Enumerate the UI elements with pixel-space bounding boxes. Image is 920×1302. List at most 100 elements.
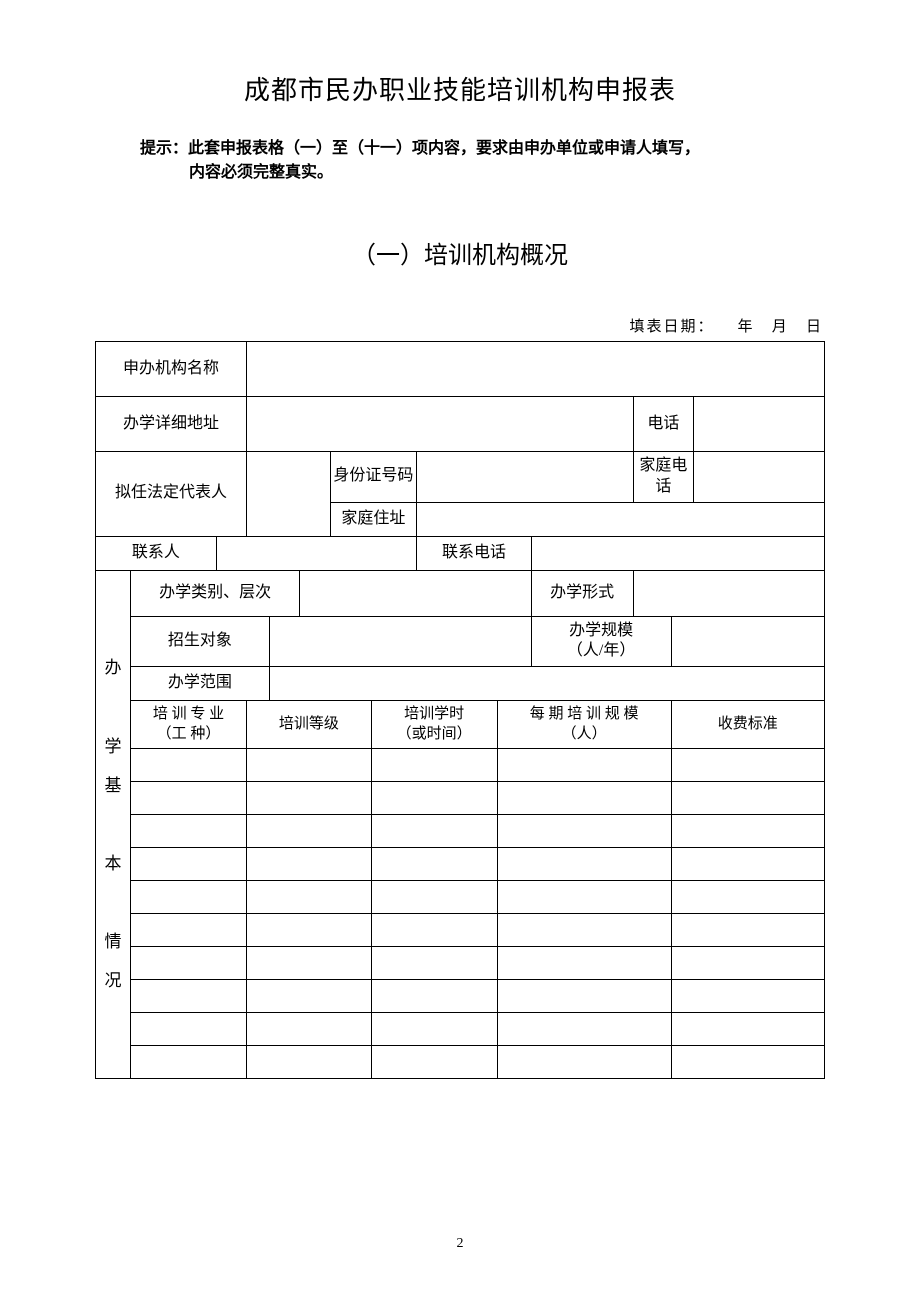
year-label: 年 [737, 319, 754, 335]
label-recruit-target: 招生对象 [130, 616, 269, 667]
cell-level[interactable] [247, 1013, 372, 1046]
field-contact-phone[interactable] [531, 536, 824, 570]
cell-scale[interactable] [497, 1013, 671, 1046]
label-training-scale: 每 期 培 训 规 模（人） [497, 701, 671, 749]
cell-level[interactable] [247, 947, 372, 980]
label-home-address: 家庭住址 [330, 502, 417, 536]
cell-level[interactable] [247, 848, 372, 881]
label-id-number: 身份证号码 [330, 452, 417, 503]
cell-fee[interactable] [671, 947, 825, 980]
cell-major[interactable] [130, 1013, 246, 1046]
table-row [96, 848, 825, 881]
cell-major[interactable] [130, 782, 246, 815]
cell-level[interactable] [247, 749, 372, 782]
cell-major[interactable] [130, 947, 246, 980]
table-row [96, 1046, 825, 1079]
cell-fee[interactable] [671, 749, 825, 782]
fill-date-label: 填表日期： [629, 319, 714, 335]
field-school-form[interactable] [633, 570, 824, 616]
label-legal-rep: 拟任法定代表人 [96, 452, 247, 537]
cell-major[interactable] [130, 914, 246, 947]
cell-hours[interactable] [371, 881, 497, 914]
field-home-phone[interactable] [694, 452, 825, 503]
cell-level[interactable] [247, 980, 372, 1013]
label-training-level: 培训等级 [247, 701, 372, 749]
cell-hours[interactable] [371, 1046, 497, 1079]
label-school-form: 办学形式 [531, 570, 633, 616]
cell-level[interactable] [247, 914, 372, 947]
cell-hours[interactable] [371, 914, 497, 947]
cell-scale[interactable] [497, 815, 671, 848]
hint-text: 提示：此套申报表格（一）至（十一）项内容，要求由申办单位或申请人填写， 内容必须… [95, 137, 825, 185]
table-row [96, 749, 825, 782]
field-recruit-target[interactable] [269, 616, 531, 667]
table-row [96, 1013, 825, 1046]
cell-level[interactable] [247, 782, 372, 815]
application-table: 申办机构名称 办学详细地址 电话 拟任法定代表人 身份证号码 家庭电话 家庭住址… [95, 341, 825, 1079]
section-title: （一）培训机构概况 [95, 235, 825, 270]
cell-hours[interactable] [371, 749, 497, 782]
label-contact-phone: 联系电话 [417, 536, 532, 570]
cell-fee[interactable] [671, 914, 825, 947]
label-contact-person: 联系人 [96, 536, 217, 570]
cell-hours[interactable] [371, 782, 497, 815]
field-legal-rep[interactable] [247, 452, 331, 537]
label-training-hours: 培训学时（或时间） [371, 701, 497, 749]
cell-hours[interactable] [371, 815, 497, 848]
cell-scale[interactable] [497, 1046, 671, 1079]
field-school-scale[interactable] [671, 616, 825, 667]
cell-hours[interactable] [371, 1013, 497, 1046]
cell-major[interactable] [130, 881, 246, 914]
cell-scale[interactable] [497, 749, 671, 782]
label-org-name: 申办机构名称 [96, 342, 247, 397]
cell-hours[interactable] [371, 848, 497, 881]
field-contact-person[interactable] [216, 536, 416, 570]
cell-level[interactable] [247, 1046, 372, 1079]
table-row [96, 980, 825, 1013]
label-phone: 电话 [633, 397, 694, 452]
label-school-scale: 办学规模（人/年） [531, 616, 671, 667]
label-home-phone: 家庭电话 [633, 452, 694, 503]
field-phone[interactable] [694, 397, 825, 452]
cell-fee[interactable] [671, 848, 825, 881]
label-basic-info: 办学基本情况 [96, 570, 131, 1079]
hint-line2: 内容必须完整真实。 [140, 161, 825, 185]
cell-fee[interactable] [671, 1046, 825, 1079]
cell-fee[interactable] [671, 1013, 825, 1046]
cell-scale[interactable] [497, 848, 671, 881]
cell-major[interactable] [130, 815, 246, 848]
field-address[interactable] [247, 397, 633, 452]
cell-level[interactable] [247, 881, 372, 914]
page-number: 2 [0, 1236, 920, 1252]
table-row [96, 815, 825, 848]
day-label: 日 [806, 319, 823, 335]
cell-scale[interactable] [497, 914, 671, 947]
field-org-name[interactable] [247, 342, 825, 397]
cell-scale[interactable] [497, 947, 671, 980]
table-row [96, 947, 825, 980]
label-fee-standard: 收费标准 [671, 701, 825, 749]
cell-major[interactable] [130, 980, 246, 1013]
cell-level[interactable] [247, 815, 372, 848]
table-row [96, 782, 825, 815]
field-school-type[interactable] [300, 570, 532, 616]
cell-major[interactable] [130, 1046, 246, 1079]
cell-scale[interactable] [497, 881, 671, 914]
label-school-type: 办学类别、层次 [130, 570, 299, 616]
cell-fee[interactable] [671, 881, 825, 914]
label-school-scope: 办学范围 [130, 667, 269, 701]
field-home-address[interactable] [417, 502, 825, 536]
month-label: 月 [772, 319, 789, 335]
cell-hours[interactable] [371, 980, 497, 1013]
cell-hours[interactable] [371, 947, 497, 980]
cell-scale[interactable] [497, 782, 671, 815]
cell-scale[interactable] [497, 980, 671, 1013]
label-training-major: 培 训 专 业（工 种） [130, 701, 246, 749]
cell-fee[interactable] [671, 782, 825, 815]
cell-fee[interactable] [671, 980, 825, 1013]
cell-fee[interactable] [671, 815, 825, 848]
field-id-number[interactable] [417, 452, 633, 503]
cell-major[interactable] [130, 749, 246, 782]
cell-major[interactable] [130, 848, 246, 881]
field-school-scope[interactable] [269, 667, 824, 701]
